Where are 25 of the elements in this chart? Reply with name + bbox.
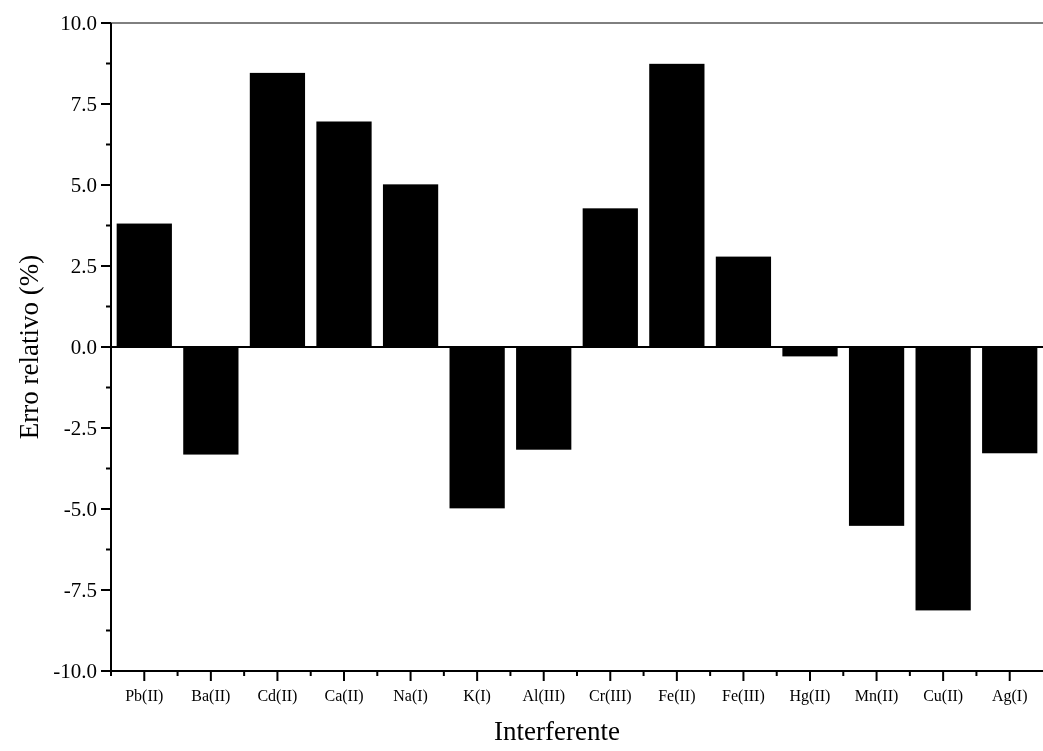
x-tick-label: Cd(II) <box>257 687 298 705</box>
x-tick-label: Ba(II) <box>191 687 231 705</box>
y-tick-label: 2.5 <box>70 254 97 279</box>
y-tick-label: 10.0 <box>60 11 97 36</box>
x-tick-label: Ca(II) <box>324 687 364 705</box>
x-tick-label: Fe(III) <box>722 687 765 705</box>
x-tick-label: Al(III) <box>522 687 566 705</box>
x-axis-title: Interferente <box>494 716 620 746</box>
y-tick-label: -5.0 <box>63 497 97 522</box>
y-axis-title: Erro relativo (%) <box>14 254 44 440</box>
x-tick-label: Cr(III) <box>588 687 632 705</box>
y-tick-label: 5.0 <box>70 173 97 198</box>
x-tick-label: Fe(II) <box>658 687 696 705</box>
y-tick-label: -7.5 <box>63 578 97 603</box>
x-tick-label: Mn(II) <box>854 687 899 705</box>
x-tick-label: K(I) <box>463 687 491 705</box>
y-tick-label: -2.5 <box>63 416 97 441</box>
x-tick-label: Pb(II) <box>125 687 164 705</box>
x-tick-label: Cu(II) <box>923 687 964 705</box>
x-tick-label: Na(I) <box>393 687 428 705</box>
x-tick-label: Hg(II) <box>789 687 831 705</box>
y-tick-label: 7.5 <box>70 92 97 117</box>
x-tick-label: Ag(I) <box>991 687 1028 705</box>
y-tick-label: -10.0 <box>53 659 97 684</box>
y-tick-label: 0.0 <box>70 335 97 360</box>
